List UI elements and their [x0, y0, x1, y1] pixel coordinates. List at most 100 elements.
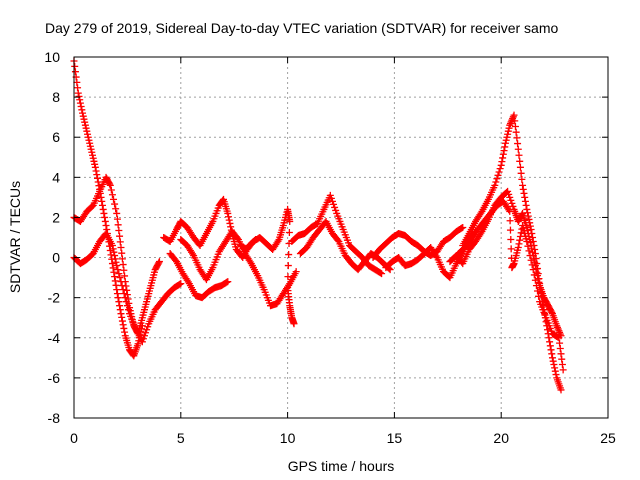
- data-point-plus: [89, 151, 97, 159]
- data-point-plus: [508, 199, 516, 207]
- data-point-plus: [78, 106, 86, 114]
- data-point-plus: [534, 272, 542, 280]
- data-point-plus: [551, 364, 559, 372]
- data-point-plus: [559, 366, 567, 374]
- x-tick-label: 0: [70, 430, 78, 446]
- data-point-plus: [111, 273, 119, 281]
- data-point-plus: [121, 328, 129, 336]
- y-tick-label: -2: [48, 290, 61, 306]
- data-point-plus: [226, 219, 234, 227]
- data-point-plus: [284, 273, 292, 281]
- data-point-plus: [516, 163, 524, 171]
- data-point-plus: [113, 215, 121, 223]
- data-point-plus: [330, 200, 338, 208]
- chart-title: Day 279 of 2019, Sidereal Day-to-day VTE…: [45, 20, 558, 36]
- series-track-12: [459, 111, 565, 394]
- data-point-plus: [554, 333, 562, 341]
- data-point-plus: [506, 193, 514, 201]
- data-point-plus: [98, 197, 106, 205]
- data-point-plus: [504, 127, 512, 135]
- data-point-plus: [553, 323, 561, 331]
- data-point-plus: [501, 139, 509, 147]
- data-point-plus: [74, 89, 82, 97]
- data-point-plus: [527, 256, 535, 264]
- x-tick-label: 25: [600, 430, 616, 446]
- data-point-plus: [113, 286, 121, 294]
- data-point-plus: [504, 187, 512, 195]
- data-point-plus: [112, 258, 120, 266]
- data-point-plus: [556, 328, 564, 336]
- data-point-plus: [526, 222, 534, 230]
- data-point-plus: [90, 157, 98, 165]
- grid-lines: [74, 57, 608, 418]
- data-point-plus: [107, 186, 115, 194]
- data-point-plus: [115, 226, 123, 234]
- data-point-plus: [114, 294, 122, 302]
- series-track-3: [70, 229, 185, 346]
- data-point-plus: [118, 313, 126, 321]
- data-point-plus: [332, 206, 340, 214]
- data-point-plus: [510, 111, 518, 119]
- data-point-plus: [114, 221, 122, 229]
- data-point-plus: [516, 157, 524, 165]
- data-point-plus: [224, 209, 232, 217]
- data-point-plus: [98, 201, 106, 209]
- data-point-plus: [290, 320, 298, 328]
- data-point-plus: [504, 130, 512, 138]
- data-point-plus: [81, 121, 89, 129]
- data-point-plus: [477, 209, 485, 217]
- data-point-plus: [274, 237, 282, 245]
- data-point-plus: [71, 62, 79, 70]
- data-point-plus: [93, 171, 101, 179]
- data-point-plus: [519, 181, 527, 189]
- data-point-plus: [511, 123, 519, 131]
- data-point-plus: [532, 282, 540, 290]
- series-track-5: [166, 250, 232, 302]
- data-point-plus: [328, 197, 336, 205]
- data-point-plus: [498, 158, 506, 166]
- data-point-plus: [73, 78, 81, 86]
- data-point-plus: [97, 193, 105, 201]
- data-point-plus: [233, 234, 241, 242]
- data-point-plus: [82, 124, 90, 132]
- data-point-plus: [89, 154, 97, 162]
- data-point-plus: [142, 329, 150, 337]
- data-point-plus: [534, 287, 542, 295]
- data-point-plus: [108, 260, 116, 268]
- series-track-1: [70, 57, 146, 360]
- data-point-plus: [115, 270, 123, 278]
- data-point-plus: [506, 226, 514, 234]
- data-point-plus: [551, 367, 559, 375]
- data-point-plus: [124, 306, 132, 314]
- data-point-plus: [84, 130, 92, 138]
- data-point-plus: [506, 121, 514, 129]
- data-point-plus: [109, 264, 117, 272]
- series-track-14: [454, 197, 567, 374]
- data-point-plus: [552, 371, 560, 379]
- data-point-plus: [87, 145, 95, 153]
- data-point-plus: [177, 280, 185, 288]
- data-point-plus: [327, 194, 335, 202]
- data-point-plus: [558, 355, 566, 363]
- data-point-plus: [92, 167, 100, 175]
- data-point-plus: [118, 249, 126, 257]
- data-point-plus: [120, 266, 128, 274]
- data-point-plus: [525, 247, 533, 255]
- data-point-plus: [225, 213, 233, 221]
- data-point-plus: [139, 335, 147, 343]
- data-point-plus: [113, 290, 121, 298]
- data-point-plus: [134, 340, 142, 348]
- data-point-plus: [110, 248, 118, 256]
- data-point-plus: [386, 266, 394, 274]
- data-point-plus: [555, 334, 563, 342]
- data-point-plus: [519, 185, 527, 193]
- data-point-plus: [499, 154, 507, 162]
- data-point-plus: [525, 215, 533, 223]
- data-point-plus: [74, 84, 82, 92]
- data-point-plus: [557, 350, 565, 358]
- data-point-plus: [509, 113, 517, 121]
- data-point-plus: [71, 68, 79, 76]
- data-point-plus: [100, 209, 108, 217]
- data-point-plus: [334, 236, 342, 244]
- series-track-7: [237, 205, 298, 328]
